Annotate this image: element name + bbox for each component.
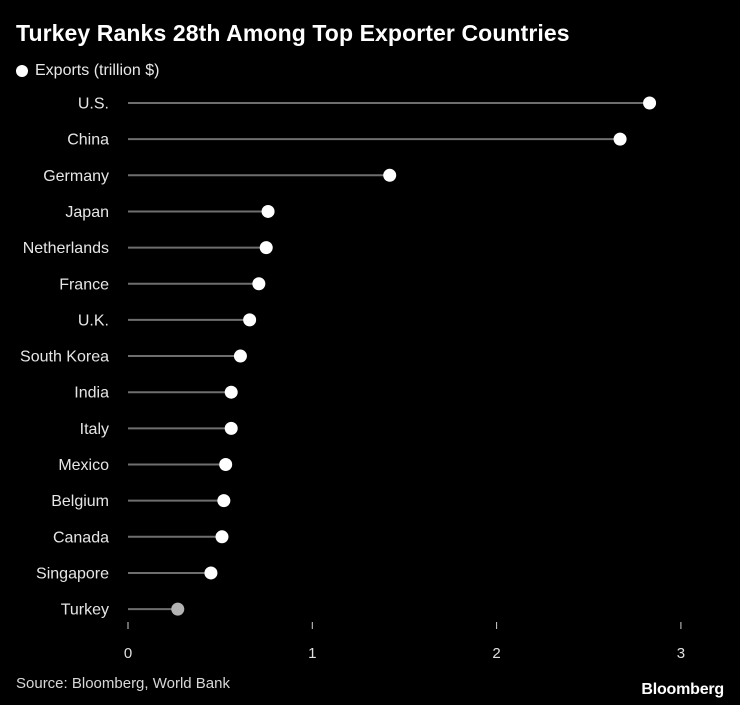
point-belgium — [217, 494, 231, 508]
category-label: India — [74, 385, 109, 402]
category-label: Italy — [80, 421, 109, 438]
point-canada — [215, 530, 229, 544]
point-china — [613, 132, 627, 146]
category-label: U.K. — [78, 312, 109, 329]
point-u-k- — [243, 313, 257, 327]
point-germany — [383, 168, 397, 182]
category-label: Netherlands — [23, 240, 109, 257]
point-singapore — [204, 566, 218, 580]
category-label: China — [67, 132, 109, 149]
bloomberg-logo: Bloomberg — [641, 681, 724, 698]
point-u-s- — [643, 96, 657, 110]
category-label: U.S. — [78, 96, 109, 113]
legend: Exports (trillion $) — [16, 62, 159, 80]
point-japan — [261, 204, 275, 218]
category-label: Germany — [43, 168, 109, 185]
category-label: Japan — [65, 204, 109, 221]
x-tick-label: 2 — [492, 645, 500, 662]
category-label: Turkey — [61, 602, 109, 619]
category-label: South Korea — [20, 349, 109, 366]
chart-title: Turkey Ranks 28th Among Top Exporter Cou… — [16, 20, 570, 46]
point-netherlands — [259, 241, 273, 255]
point-italy — [224, 421, 238, 435]
x-tick-label: 1 — [308, 645, 316, 662]
source-note: Source: Bloomberg, World Bank — [16, 675, 230, 692]
legend-label: Exports (trillion $) — [35, 62, 160, 79]
category-label: Belgium — [51, 493, 109, 510]
legend-marker — [16, 65, 28, 77]
point-mexico — [219, 458, 233, 471]
point-south-korea — [233, 349, 247, 363]
point-france — [252, 277, 266, 291]
x-tick-label: 0 — [124, 645, 132, 662]
category-label: Singapore — [36, 565, 109, 582]
category-label: France — [59, 276, 109, 293]
x-tick-label: 3 — [677, 645, 685, 662]
category-label: Canada — [53, 529, 109, 546]
point-india — [224, 385, 238, 399]
category-label: Mexico — [58, 457, 109, 474]
point-turkey — [171, 602, 185, 616]
